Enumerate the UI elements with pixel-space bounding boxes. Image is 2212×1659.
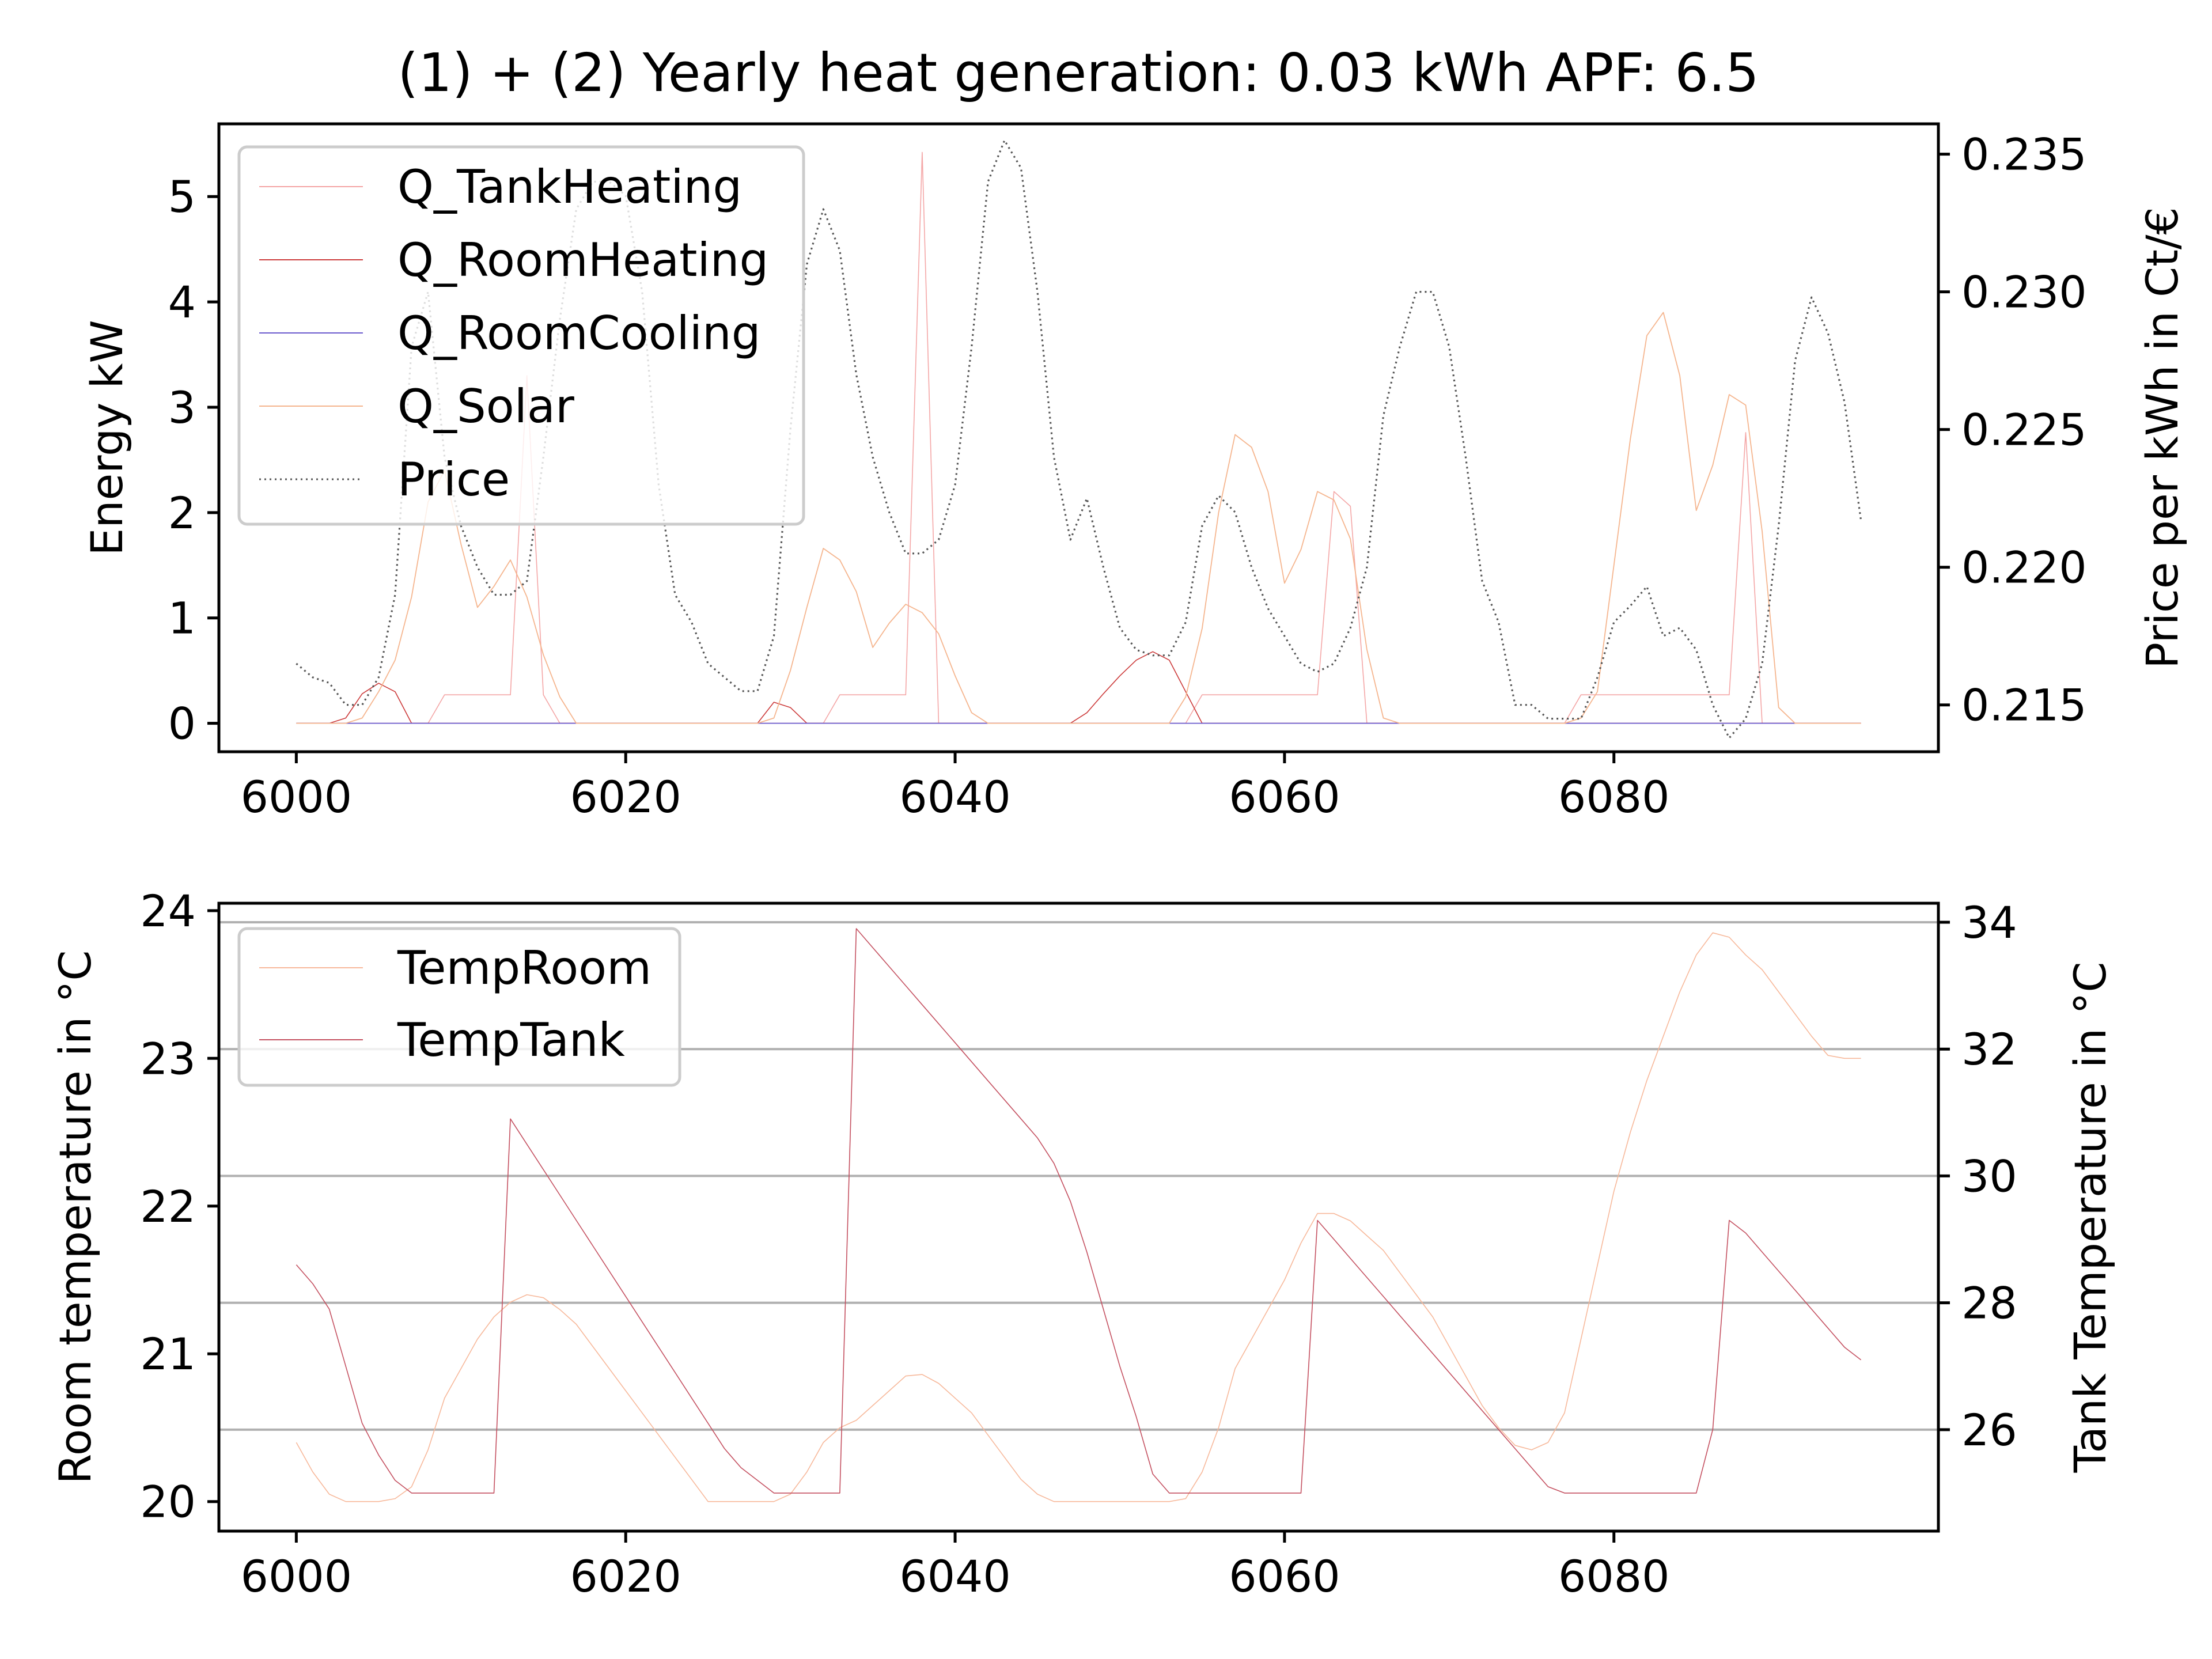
temperature-x-ticks: 6000 6020 6040 6060 6080 [241, 1531, 1669, 1602]
energy-y-axis-label: Energy kW [81, 320, 132, 555]
legend-label-price: Price [397, 453, 510, 506]
y-tick-label-20: 20 [140, 1476, 196, 1528]
energy-legend-box [237, 145, 805, 526]
series-line-temproom [296, 932, 1861, 1502]
energy-legend: Q_TankHeating Q_RoomHeating Q_RoomCoolin… [237, 145, 805, 526]
y-tick-label-4: 4 [168, 276, 196, 328]
y-tick-label-0: 0 [168, 698, 196, 749]
series-line-temptank [296, 928, 1862, 1494]
legend-item-q-roomheating: Q_RoomHeating [259, 233, 768, 287]
legend-item-price: Price [259, 453, 510, 506]
x-tick-label-6000: 6000 [241, 1551, 352, 1602]
tank-temperature-y-axis-label: Tank Temperature in °C [2065, 962, 2116, 1474]
right-y-tick-label-0-220: 0.220 [1961, 542, 2087, 593]
energy-plot-frame [217, 122, 1940, 753]
legend-item-q-solar: Q_Solar [259, 380, 574, 433]
x-tick-label-6060: 6060 [1229, 1551, 1340, 1602]
legend-item-temptank: TempTank [259, 1013, 626, 1067]
legend-label-q-solar: Q_Solar [397, 380, 574, 433]
right-y-tick-label-32: 32 [1961, 1024, 2017, 1075]
x-tick-label-6040: 6040 [899, 1551, 1010, 1602]
legend-label-temproom: TempRoom [397, 941, 652, 995]
x-tick-label-6080: 6080 [1558, 771, 1669, 823]
legend-item-q-roomcooling: Q_RoomCooling [259, 306, 760, 360]
price-y-ticks: 0.215 0.220 0.225 0.230 0.235 [1938, 129, 2087, 731]
series-line-price [296, 139, 1862, 739]
right-y-tick-label-26: 26 [1961, 1404, 2017, 1456]
energy-y-ticks: 0 1 2 3 4 5 [168, 171, 219, 749]
right-y-tick-label-0-225: 0.225 [1961, 404, 2087, 456]
x-tick-label-6080: 6080 [1558, 1551, 1669, 1602]
legend-item-q-tankheating: Q_TankHeating [259, 160, 742, 214]
temperature-series-lines [296, 928, 1862, 1502]
y-tick-label-5: 5 [168, 171, 196, 222]
x-tick-label-6060: 6060 [1229, 771, 1340, 823]
temperature-legend: TempRoom TempTank [237, 927, 681, 1087]
y-tick-label-23: 23 [140, 1033, 196, 1084]
legend-label-q-roomcooling: Q_RoomCooling [397, 306, 760, 360]
price-y-axis-label: Price per kWh in Ct/€ [2137, 207, 2188, 669]
room-temperature-y-ticks: 20 21 22 23 24 [140, 885, 219, 1528]
right-y-tick-label-0-230: 0.230 [1961, 267, 2087, 318]
right-y-tick-label-0-235: 0.235 [1961, 129, 2087, 180]
x-tick-label-6020: 6020 [570, 771, 681, 823]
y-tick-label-24: 24 [140, 885, 196, 937]
right-y-tick-label-0-215: 0.215 [1961, 680, 2087, 731]
legend-label-q-roomheating: Q_RoomHeating [397, 233, 768, 287]
right-y-tick-label-30: 30 [1961, 1150, 2017, 1202]
legend-item-temproom: TempRoom [259, 941, 652, 995]
energy-price-panel: (1) + (2) Yearly heat generation: 0.03 k… [81, 42, 2188, 823]
y-tick-label-2: 2 [168, 487, 196, 539]
series-line-q-solar [296, 312, 1861, 724]
energy-series-lines [296, 139, 1862, 739]
y-tick-label-21: 21 [140, 1328, 196, 1380]
legend-label-q-tankheating: Q_TankHeating [397, 160, 742, 214]
temperature-plot-frame [217, 902, 1940, 1533]
y-tick-label-3: 3 [168, 382, 196, 433]
chart-title: (1) + (2) Yearly heat generation: 0.03 k… [397, 42, 1759, 104]
x-tick-label-6040: 6040 [899, 771, 1010, 823]
y-tick-label-22: 22 [140, 1181, 196, 1232]
energy-x-ticks: 6000 6020 6040 6060 6080 [241, 752, 1669, 823]
tank-temperature-y-ticks: 26 28 30 32 34 [1938, 897, 2017, 1456]
room-temperature-y-axis-label: Room temperature in °C [50, 950, 101, 1484]
right-y-tick-label-28: 28 [1961, 1278, 2017, 1329]
x-tick-label-6020: 6020 [570, 1551, 681, 1602]
y-tick-label-1: 1 [168, 593, 196, 644]
legend-label-temptank: TempTank [397, 1013, 626, 1067]
x-tick-label-6000: 6000 [241, 771, 352, 823]
series-line-q-roomheating [296, 651, 1861, 724]
temperature-panel: 6000 6020 6040 6060 6080 20 21 22 23 24 26 28 30 32… [50, 885, 2116, 1602]
right-y-tick-label-34: 34 [1961, 897, 2017, 948]
